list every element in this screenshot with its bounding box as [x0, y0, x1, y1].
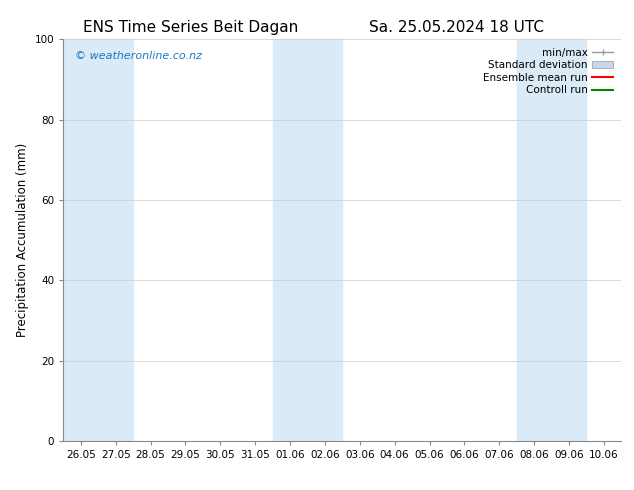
Legend: min/max, Standard deviation, Ensemble mean run, Controll run: min/max, Standard deviation, Ensemble me…: [480, 45, 616, 98]
Bar: [552, 39, 586, 441]
Bar: [517, 39, 552, 441]
Text: © weatheronline.co.nz: © weatheronline.co.nz: [75, 51, 202, 61]
Bar: [307, 39, 342, 441]
Text: Sa. 25.05.2024 18 UTC: Sa. 25.05.2024 18 UTC: [369, 20, 544, 35]
Bar: [98, 39, 133, 441]
Bar: [63, 39, 98, 441]
Y-axis label: Precipitation Accumulation (mm): Precipitation Accumulation (mm): [16, 143, 29, 337]
Text: ENS Time Series Beit Dagan: ENS Time Series Beit Dagan: [82, 20, 298, 35]
Bar: [273, 39, 307, 441]
